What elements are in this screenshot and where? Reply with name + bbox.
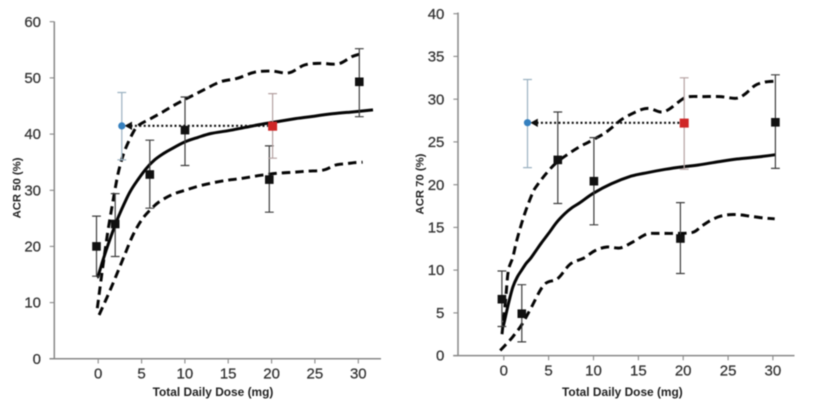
svg-text:15: 15 — [220, 365, 237, 382]
svg-text:10: 10 — [24, 295, 41, 312]
svg-text:35: 35 — [428, 49, 445, 66]
svg-text:15: 15 — [428, 220, 445, 237]
svg-text:20: 20 — [675, 362, 692, 379]
svg-text:60: 60 — [24, 14, 41, 31]
svg-text:0: 0 — [436, 348, 444, 365]
svg-text:25: 25 — [428, 134, 445, 151]
svg-text:15: 15 — [630, 362, 647, 379]
svg-text:25: 25 — [720, 362, 737, 379]
svg-text:50: 50 — [24, 70, 41, 87]
svg-text:ACR 70 (%): ACR 70 (%) — [415, 153, 427, 214]
svg-text:5: 5 — [137, 365, 145, 382]
svg-text:0: 0 — [94, 365, 102, 382]
svg-text:25: 25 — [307, 365, 324, 382]
svg-text:Total Daily Dose (mg): Total Daily Dose (mg) — [153, 385, 274, 399]
svg-text:30: 30 — [350, 365, 367, 382]
svg-text:30: 30 — [24, 182, 41, 199]
svg-text:20: 20 — [24, 239, 41, 256]
svg-text:10: 10 — [177, 365, 194, 382]
svg-text:Total Daily Dose (mg): Total Daily Dose (mg) — [562, 385, 683, 399]
svg-text:20: 20 — [263, 365, 280, 382]
svg-text:10: 10 — [585, 362, 602, 379]
svg-text:0: 0 — [500, 362, 508, 379]
svg-text:0: 0 — [33, 351, 41, 368]
svg-text:5: 5 — [436, 305, 444, 322]
svg-text:5: 5 — [544, 362, 552, 379]
svg-text:10: 10 — [428, 262, 445, 279]
svg-text:30: 30 — [765, 362, 782, 379]
svg-text:40: 40 — [428, 6, 445, 23]
svg-text:20: 20 — [428, 177, 445, 194]
svg-text:40: 40 — [24, 126, 41, 143]
svg-text:30: 30 — [428, 91, 445, 108]
svg-text:ACR 50 (%): ACR 50 (%) — [12, 157, 24, 218]
